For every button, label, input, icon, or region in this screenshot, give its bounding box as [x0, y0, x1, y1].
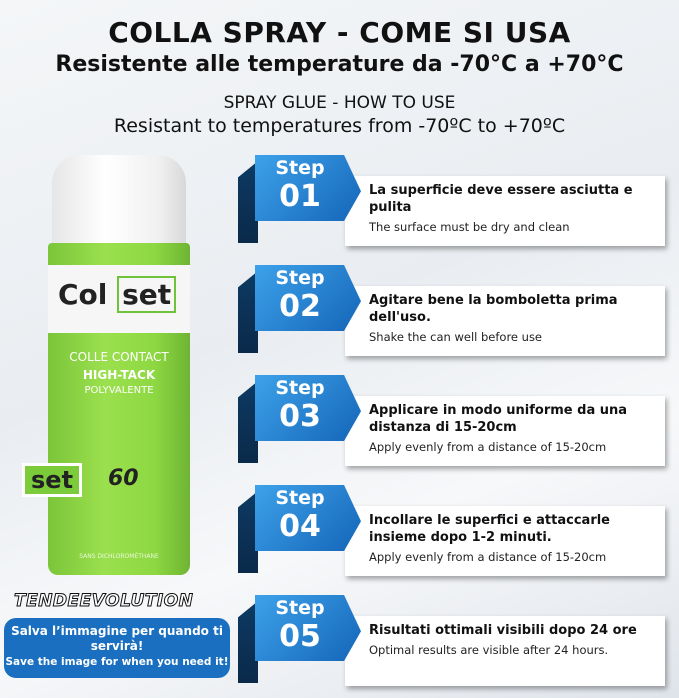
step-label: Step	[275, 487, 325, 509]
step-text-it: La superficie deve essere asciutta e pul…	[369, 183, 633, 215]
step-1: La superficie deve essere asciutta e pul…	[238, 155, 668, 247]
badge-shadow	[238, 601, 258, 683]
product-line-3: POLYVALENTE	[84, 385, 154, 396]
step-label: Step	[275, 157, 325, 179]
step-number: 01	[279, 179, 321, 214]
badge-shadow	[238, 161, 258, 243]
step-card: Agitare bene la bomboletta prima dell'us…	[345, 286, 665, 356]
product-logo: Col set	[58, 276, 177, 313]
step-card: Incollare le superfici e attaccarle insi…	[345, 506, 665, 576]
step-label: Step	[275, 377, 325, 399]
brand-logo: TENDEEVOLUTION	[13, 591, 194, 612]
badge-shadow	[238, 491, 258, 573]
badge-shadow	[238, 271, 258, 353]
step-text-it: Applicare in modo uniforme da una distan…	[369, 403, 628, 435]
step-card: Applicare in modo uniforme da una distan…	[345, 396, 665, 466]
step-number: 04	[279, 509, 321, 544]
badge-shadow	[238, 381, 258, 463]
step-text-en: Apply evenly from a distance of 15-20cm	[369, 550, 607, 564]
step-badge: Step 03	[255, 375, 361, 441]
step-2: Agitare bene la bomboletta prima dell'us…	[238, 265, 668, 357]
subtitle-en: Resistant to temperatures from -70ºC to …	[113, 115, 566, 137]
step-text-en: Shake the can well before use	[369, 330, 543, 344]
step-text-it: Incollare le superfici e attaccarle insi…	[369, 513, 611, 545]
product-footer: SANS DICHLOROMÉTHANE	[79, 553, 159, 560]
title-it: COLLA SPRAY - COME SI USA	[108, 16, 571, 49]
step-label: Step	[275, 597, 325, 619]
product-line-1: COLLE CONTACT	[69, 350, 169, 364]
step-badge: Step 05	[255, 595, 361, 661]
step-badge: Step 02	[255, 265, 361, 331]
step-number: 05	[279, 619, 321, 654]
step-badge: Step 01	[255, 155, 361, 221]
step-card: La superficie deve essere asciutta e pul…	[345, 176, 665, 246]
step-text-en: Optimal results are visible after 24 hou…	[369, 643, 609, 657]
step-card: Risultati ottimali visibili dopo 24 ore …	[345, 616, 665, 686]
step-number: 03	[279, 399, 321, 434]
product-line-2: HIGH-TACK	[82, 368, 156, 382]
subtitle-it: Resistente alle temperature da -70°C a +…	[55, 52, 624, 77]
step-text-en: The surface must be dry and clean	[369, 220, 570, 234]
step-badge: Step 04	[255, 485, 361, 551]
step-text-it: Risultati ottimali visibili dopo 24 ore	[369, 623, 637, 638]
save-text-en: Save the image for when you need it!	[5, 656, 229, 668]
spray-can-image: Col set COLLE CONTACT HIGH-TACK POLYVALE…	[48, 155, 190, 575]
title-en: SPRAY GLUE - HOW TO USE	[223, 93, 456, 113]
save-image-box: Salva l’immagine per quando ti servirà! …	[4, 618, 230, 678]
can-cap	[52, 155, 186, 247]
step-text-it: Agitare bene la bomboletta prima dell'us…	[369, 293, 618, 325]
logo-band	[48, 265, 190, 333]
step-label: Step	[275, 267, 325, 289]
step-3: Applicare in modo uniforme da una distan…	[238, 375, 668, 467]
step-4: Incollare le superfici e attaccarle insi…	[238, 485, 668, 577]
step-text-en: Apply evenly from a distance of 15-20cm	[369, 440, 607, 454]
model-box: set	[22, 463, 83, 497]
step-5: Risultati ottimali visibili dopo 24 ore …	[238, 595, 668, 687]
save-text-it: Salva l’immagine per quando ti servirà!	[11, 624, 223, 653]
model-number: 60	[108, 466, 139, 491]
step-number: 02	[279, 289, 321, 324]
